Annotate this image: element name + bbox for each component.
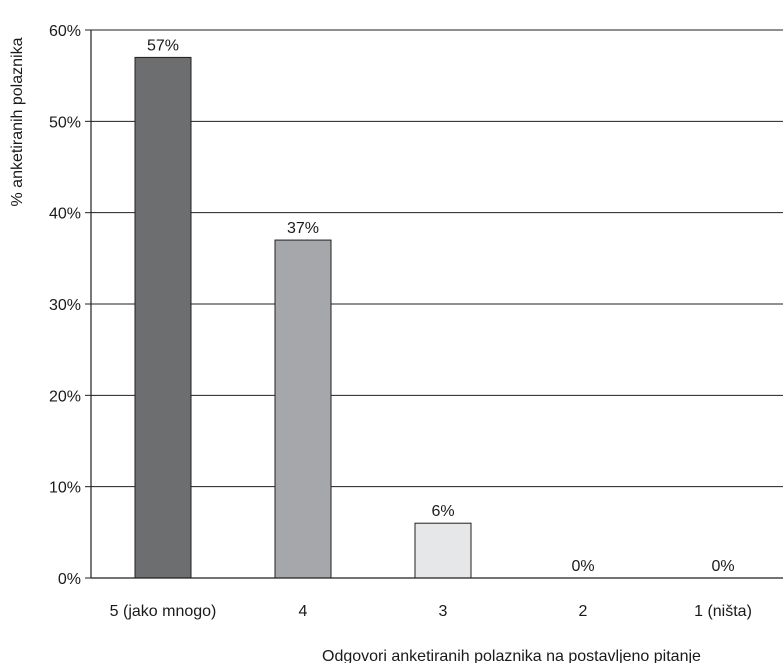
y-axis-title: % anketiranih polaznika [9, 37, 26, 206]
y-tick-label: 40% [49, 206, 81, 223]
y-tick-label: 10% [49, 480, 81, 497]
x-category-label: 5 (jako mnogo) [110, 603, 217, 620]
y-tick-label: 60% [49, 23, 81, 40]
bar [414, 522, 472, 579]
data-label: 6% [431, 503, 454, 520]
data-label: 37% [287, 220, 319, 237]
y-tick-label: 50% [49, 114, 81, 131]
data-label: 0% [711, 558, 734, 575]
y-tick-labels: 0% 10% 20% 30% 40% 50% 60% [49, 23, 91, 588]
x-category-label: 3 [439, 603, 448, 620]
bar [134, 56, 192, 579]
x-axis-title: Odgovori anketiranih polaznika na postav… [322, 648, 701, 663]
x-category-label: 4 [299, 603, 308, 620]
x-category-label: 2 [579, 603, 588, 620]
y-tick-label: 0% [58, 571, 81, 588]
data-label: 0% [571, 558, 594, 575]
bar [274, 239, 332, 579]
y-tick-label: 30% [49, 297, 81, 314]
data-label: 57% [147, 37, 179, 54]
y-tick-label: 20% [49, 388, 81, 405]
x-category-labels: 5 (jako mnogo) 4 3 2 1 (ništa) [110, 603, 752, 620]
x-category-label: 1 (ništa) [694, 603, 752, 620]
gridlines [91, 29, 783, 488]
bars [134, 56, 472, 579]
data-labels: 57% 37% 6% 0% 0% [147, 37, 735, 575]
